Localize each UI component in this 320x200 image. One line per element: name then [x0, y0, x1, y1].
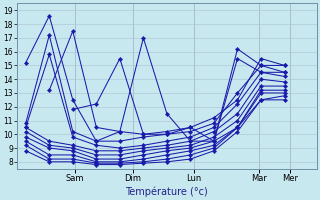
X-axis label: Température (°c): Température (°c)	[125, 186, 208, 197]
